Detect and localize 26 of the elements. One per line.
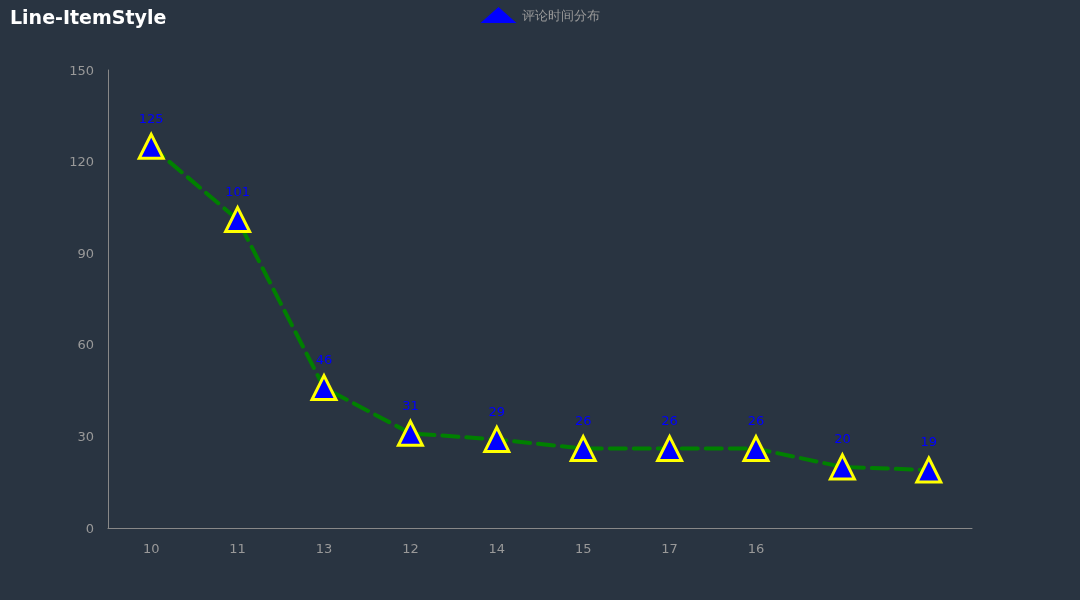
data-label: 31 [402, 397, 419, 413]
data-label: 29 [488, 403, 506, 419]
x-tick-label: 12 [402, 541, 419, 556]
data-label: 20 [834, 431, 851, 447]
y-tick-label: 30 [77, 428, 94, 444]
data-label: 26 [574, 413, 592, 429]
y-tick-label: 120 [69, 154, 94, 170]
x-tick-label: 17 [661, 541, 678, 556]
y-tick-label: 90 [77, 245, 94, 261]
data-label: 101 [225, 184, 251, 200]
x-tick-label: 13 [315, 541, 333, 556]
x-tick-label: 16 [747, 541, 765, 556]
y-tick-label: 60 [77, 337, 94, 353]
y-tick-label: 150 [69, 62, 94, 78]
x-tick-label: 14 [488, 541, 506, 556]
data-label: 125 [138, 110, 164, 126]
x-tick-label: 11 [229, 541, 246, 556]
x-tick-label: 15 [574, 541, 592, 556]
data-label: 26 [661, 413, 678, 429]
data-label: 26 [747, 413, 765, 429]
data-label: 19 [920, 434, 938, 450]
y-tick-label: 0 [85, 520, 94, 536]
data-label: 46 [315, 352, 333, 368]
legend-label: 评论时间分布 [521, 7, 600, 23]
x-tick-label: 10 [142, 541, 160, 556]
chart-title: Line-ItemStyle [10, 5, 167, 28]
